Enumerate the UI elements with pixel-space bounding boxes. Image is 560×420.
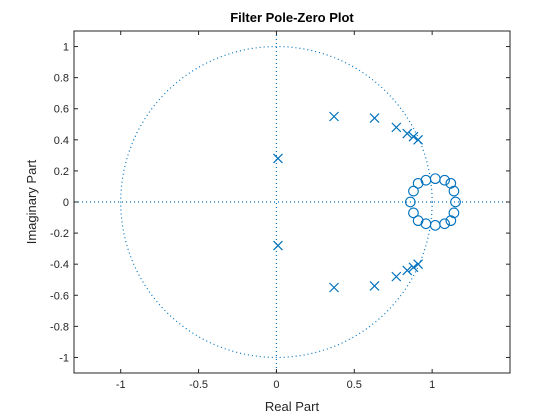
x-axis-label: Real Part (265, 399, 320, 414)
x-tick-label: -1 (116, 379, 126, 391)
zero-marker (448, 207, 460, 219)
pole-marker (369, 113, 380, 123)
y-tick-label: -0.6 (50, 290, 69, 302)
pole-marker (391, 122, 402, 133)
zero-marker (445, 177, 457, 189)
pole-marker (273, 153, 283, 164)
zero-marker (404, 196, 416, 208)
zero-marker (408, 207, 419, 219)
y-tick-label: 0 (63, 197, 69, 209)
pole-marker (402, 265, 413, 276)
pole-marker (329, 282, 339, 293)
y-tick-label: -0.4 (50, 259, 69, 271)
y-tick-label: -1 (59, 352, 69, 364)
zero-marker (408, 185, 419, 197)
y-tick-label: -0.8 (50, 321, 69, 333)
x-tick-label: -0.5 (189, 379, 208, 391)
pole-marker (408, 131, 419, 142)
unit-circle (120, 45, 433, 359)
zero-marker (450, 196, 461, 208)
y-tick-label: 0.6 (54, 104, 69, 116)
marks-layer (273, 111, 461, 293)
y-tick-label: 0.4 (54, 135, 69, 147)
y-tick-label: -0.2 (50, 228, 69, 240)
x-tick-label: 0.5 (347, 379, 362, 391)
reference-layer (74, 31, 510, 373)
plot-area (74, 31, 510, 373)
y-tick-label: 0.2 (54, 166, 69, 178)
pole-marker (413, 259, 424, 270)
zero-marker (412, 177, 424, 189)
pole-marker (413, 134, 424, 145)
pole-marker (369, 281, 380, 291)
y-tick-label: 1 (63, 42, 69, 54)
pole-marker (408, 262, 419, 273)
ticks-layer: -1 -0.5 0 0.5 1 -1 -0.8 -0.6 -0.4 -0.2 0 0.2 0.4 0.6 0… (50, 31, 510, 391)
y-axis-label: Imaginary Part (24, 159, 39, 244)
pole-marker (391, 271, 402, 282)
zero-marker (439, 218, 450, 230)
y-tick-label: 0.8 (54, 73, 69, 85)
x-tick-label: 1 (429, 379, 435, 391)
pole-marker (402, 128, 413, 139)
chart-title: Filter Pole-Zero Plot (230, 10, 354, 25)
pole-marker (273, 240, 283, 251)
x-tick-label: 0 (273, 379, 279, 391)
pole-marker (329, 111, 339, 122)
